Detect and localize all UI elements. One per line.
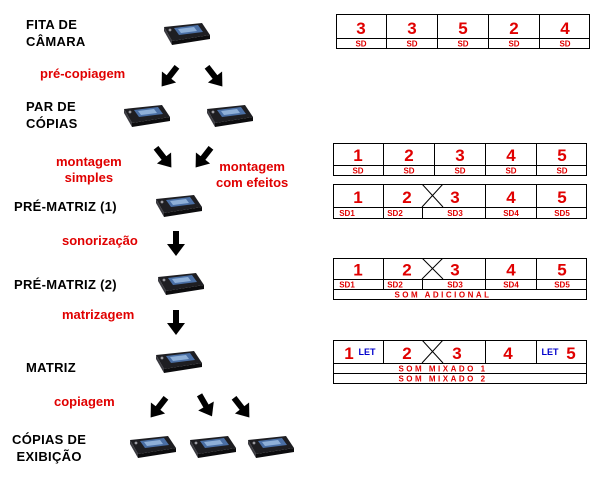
tape-strip-master: 1 LET 2 3 4 LET 5 SOM MIXADO 1 SOM MIXAD… <box>333 340 587 384</box>
arrow-down-left-icon <box>143 392 174 423</box>
stage-label-copy-pair: PAR DE CÓPIAS <box>26 99 78 131</box>
clip-number: 4 <box>560 19 570 38</box>
clip-number: 5 <box>557 146 566 165</box>
vhs-tape-icon-copy-right <box>207 105 253 127</box>
clip-number: 1 <box>353 261 362 280</box>
process-label-simple-editing: montagem simples <box>56 154 122 185</box>
tape-strip-pre-master-1: 1 2 3 4 5 SD1 SD2 SD3 SD4 SD5 <box>333 184 587 219</box>
clip-number: 3 <box>452 344 461 363</box>
sound-track-label: SD <box>556 167 567 176</box>
sound-track-label: SD <box>505 167 516 176</box>
sound-track-label: SD <box>406 40 417 49</box>
sound-track-label: SD3 <box>447 209 463 218</box>
sound-track-label: SD1 <box>339 209 355 218</box>
arrow-down-right-icon <box>226 392 257 423</box>
tape-strip-camera: 3 3 5 2 4 SD SD SD SD SD <box>336 14 590 49</box>
clip-number: 2 <box>404 146 413 165</box>
clip-number: 3 <box>356 19 365 38</box>
vhs-tape-icon-pre-master-2 <box>158 273 204 295</box>
clip-number: 2 <box>509 19 518 38</box>
clip-number: 4 <box>503 344 513 363</box>
sound-track-label: SD <box>454 167 465 176</box>
clip-number: 3 <box>450 188 459 207</box>
title-letters-label: LET <box>359 347 377 357</box>
additional-sound-track-label: SOM ADICIONAL <box>394 291 491 300</box>
clip-number: 1 <box>344 344 353 363</box>
arrow-down-left-icon <box>154 61 185 92</box>
stage-label-pre-master-1: PRÉ-MATRIZ (1) <box>14 199 117 214</box>
process-label-pre-copying: pré-copiagem <box>40 66 126 81</box>
clip-number: 3 <box>407 19 416 38</box>
sound-track-label: SD <box>559 40 570 49</box>
vhs-tape-icon-camera <box>164 23 210 45</box>
clip-number: 3 <box>450 261 459 280</box>
clip-number: 5 <box>458 19 467 38</box>
sound-track-label: SD <box>457 40 468 49</box>
clip-number: 3 <box>455 146 464 165</box>
arrow-down-right-icon <box>148 142 179 173</box>
mixed-sound-1-label: SOM MIXADO 1 <box>398 365 487 374</box>
clip-number: 1 <box>353 188 362 207</box>
clip-number: 4 <box>506 188 516 207</box>
vhs-tape-icon-exhibition-2 <box>190 436 236 458</box>
arrow-down-left-icon <box>188 142 219 173</box>
stage-label-pre-master-2: PRÉ-MATRIZ (2) <box>14 277 117 292</box>
vhs-tape-icon-master <box>156 351 202 373</box>
clip-number: 2 <box>402 261 411 280</box>
arrow-down-icon <box>167 310 185 335</box>
sound-track-label: SD <box>352 167 363 176</box>
sound-track-label: SD1 <box>339 281 355 290</box>
sound-track-label: SD3 <box>447 281 463 290</box>
tape-strip-pre-master-2: 1 2 3 4 5 SD1 SD2 SD3 SD4 SD5 SOM ADICIO… <box>333 258 587 300</box>
sound-track-label: SD <box>403 167 414 176</box>
sound-track-label: SD5 <box>554 281 570 290</box>
sound-track-label: SD <box>355 40 366 49</box>
sound-track-label: SD4 <box>503 209 519 218</box>
sound-track-label: SD5 <box>554 209 570 218</box>
vhs-tape-icon-exhibition-1 <box>130 436 176 458</box>
process-label-sound: sonorização <box>62 233 138 248</box>
arrow-down-icon <box>167 231 185 256</box>
stage-label-exhibition-copies: CÓPIAS DE EXIBIÇÃO <box>12 432 87 464</box>
arrow-down-right-icon <box>199 61 230 92</box>
process-label-effects-editing: montagem com efeitos <box>216 159 289 190</box>
vhs-tape-icon-copy-left <box>124 105 170 127</box>
mixed-sound-2-label: SOM MIXADO 2 <box>398 375 487 384</box>
clip-number: 5 <box>557 188 566 207</box>
clip-number: 1 <box>353 146 362 165</box>
clip-number: 4 <box>506 261 516 280</box>
sound-track-label: SD4 <box>503 281 519 290</box>
clip-number: 2 <box>402 344 411 363</box>
sound-track-label: SD2 <box>387 209 403 218</box>
clip-number: 4 <box>506 146 516 165</box>
arrow-down-icon <box>191 390 220 421</box>
vhs-tape-icon-pre-master-1 <box>156 195 202 217</box>
process-label-copying: copiagem <box>54 394 115 409</box>
vhs-tape-icon-exhibition-3 <box>248 436 294 458</box>
sound-track-label: SD <box>508 40 519 49</box>
tape-strip-simple-editing: 1 2 3 4 5 SD SD SD SD SD <box>333 143 587 176</box>
sound-track-label: SD2 <box>387 281 403 290</box>
stage-label-master: MATRIZ <box>26 360 76 375</box>
clip-number: 5 <box>566 344 575 363</box>
process-label-mastering: matrizagem <box>62 307 135 322</box>
stage-label-camera-tape: FITA DE CÂMARA <box>26 17 86 49</box>
clip-number: 2 <box>402 188 411 207</box>
clip-number: 5 <box>557 261 566 280</box>
title-letters-label: LET <box>542 347 560 357</box>
